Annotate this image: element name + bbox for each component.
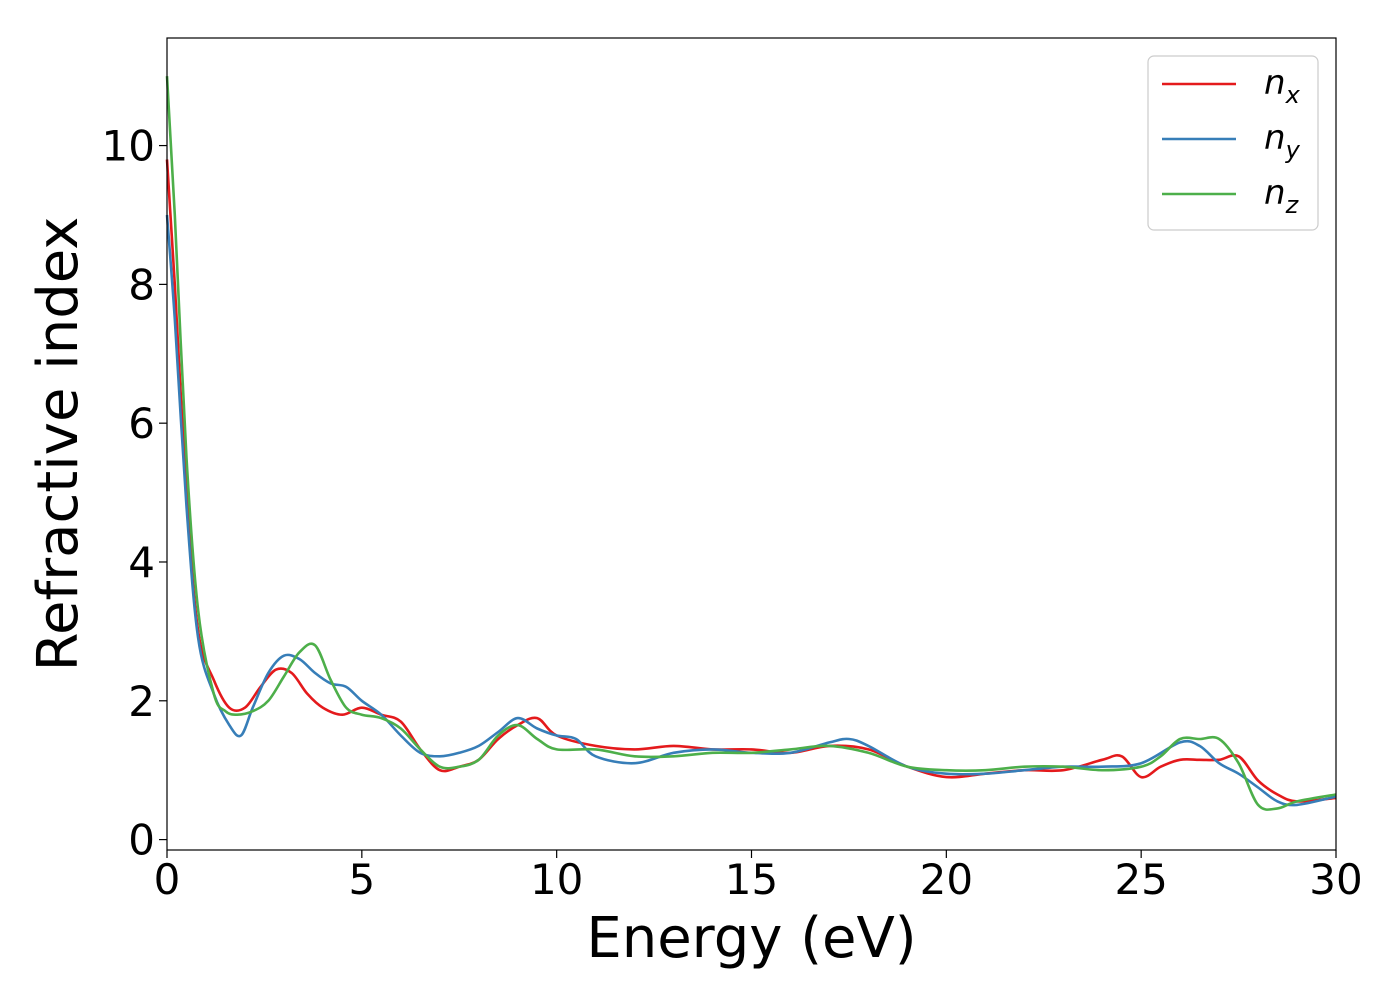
y-tick-label: 2 bbox=[128, 677, 155, 726]
series-line-nz bbox=[165, 76, 1337, 811]
y-tick-label: 0 bbox=[128, 816, 155, 865]
legend-label-ny: ny bbox=[1264, 118, 1301, 164]
legend-label-nz: nz bbox=[1264, 173, 1300, 219]
legend-label-nx: nx bbox=[1264, 63, 1301, 109]
x-axis-title: Energy (eV) bbox=[586, 906, 916, 971]
legend-box bbox=[1147, 55, 1319, 231]
x-tick-label: 25 bbox=[1114, 855, 1167, 904]
x-tick-label: 0 bbox=[154, 855, 181, 904]
x-tick-label: 15 bbox=[725, 855, 778, 904]
y-tick-label: 10 bbox=[102, 122, 155, 171]
ticks-layer: 0 5 10 15 20 25 30 0 2 4 6 8 10 bbox=[102, 122, 1363, 904]
y-tick-label: 4 bbox=[128, 538, 155, 587]
x-tick-label: 10 bbox=[530, 855, 583, 904]
legend: nx ny nz bbox=[1147, 55, 1319, 231]
y-axis-title: Refractive index bbox=[26, 217, 91, 672]
x-tick-label: 30 bbox=[1309, 855, 1362, 904]
y-tick-label: 8 bbox=[128, 260, 155, 309]
series-line-nx bbox=[165, 159, 1337, 803]
x-tick-label: 5 bbox=[348, 855, 375, 904]
series-layer bbox=[165, 76, 1337, 811]
series-line-ny bbox=[165, 214, 1337, 807]
y-tick-label: 6 bbox=[128, 399, 155, 448]
x-tick-label: 20 bbox=[920, 855, 973, 904]
